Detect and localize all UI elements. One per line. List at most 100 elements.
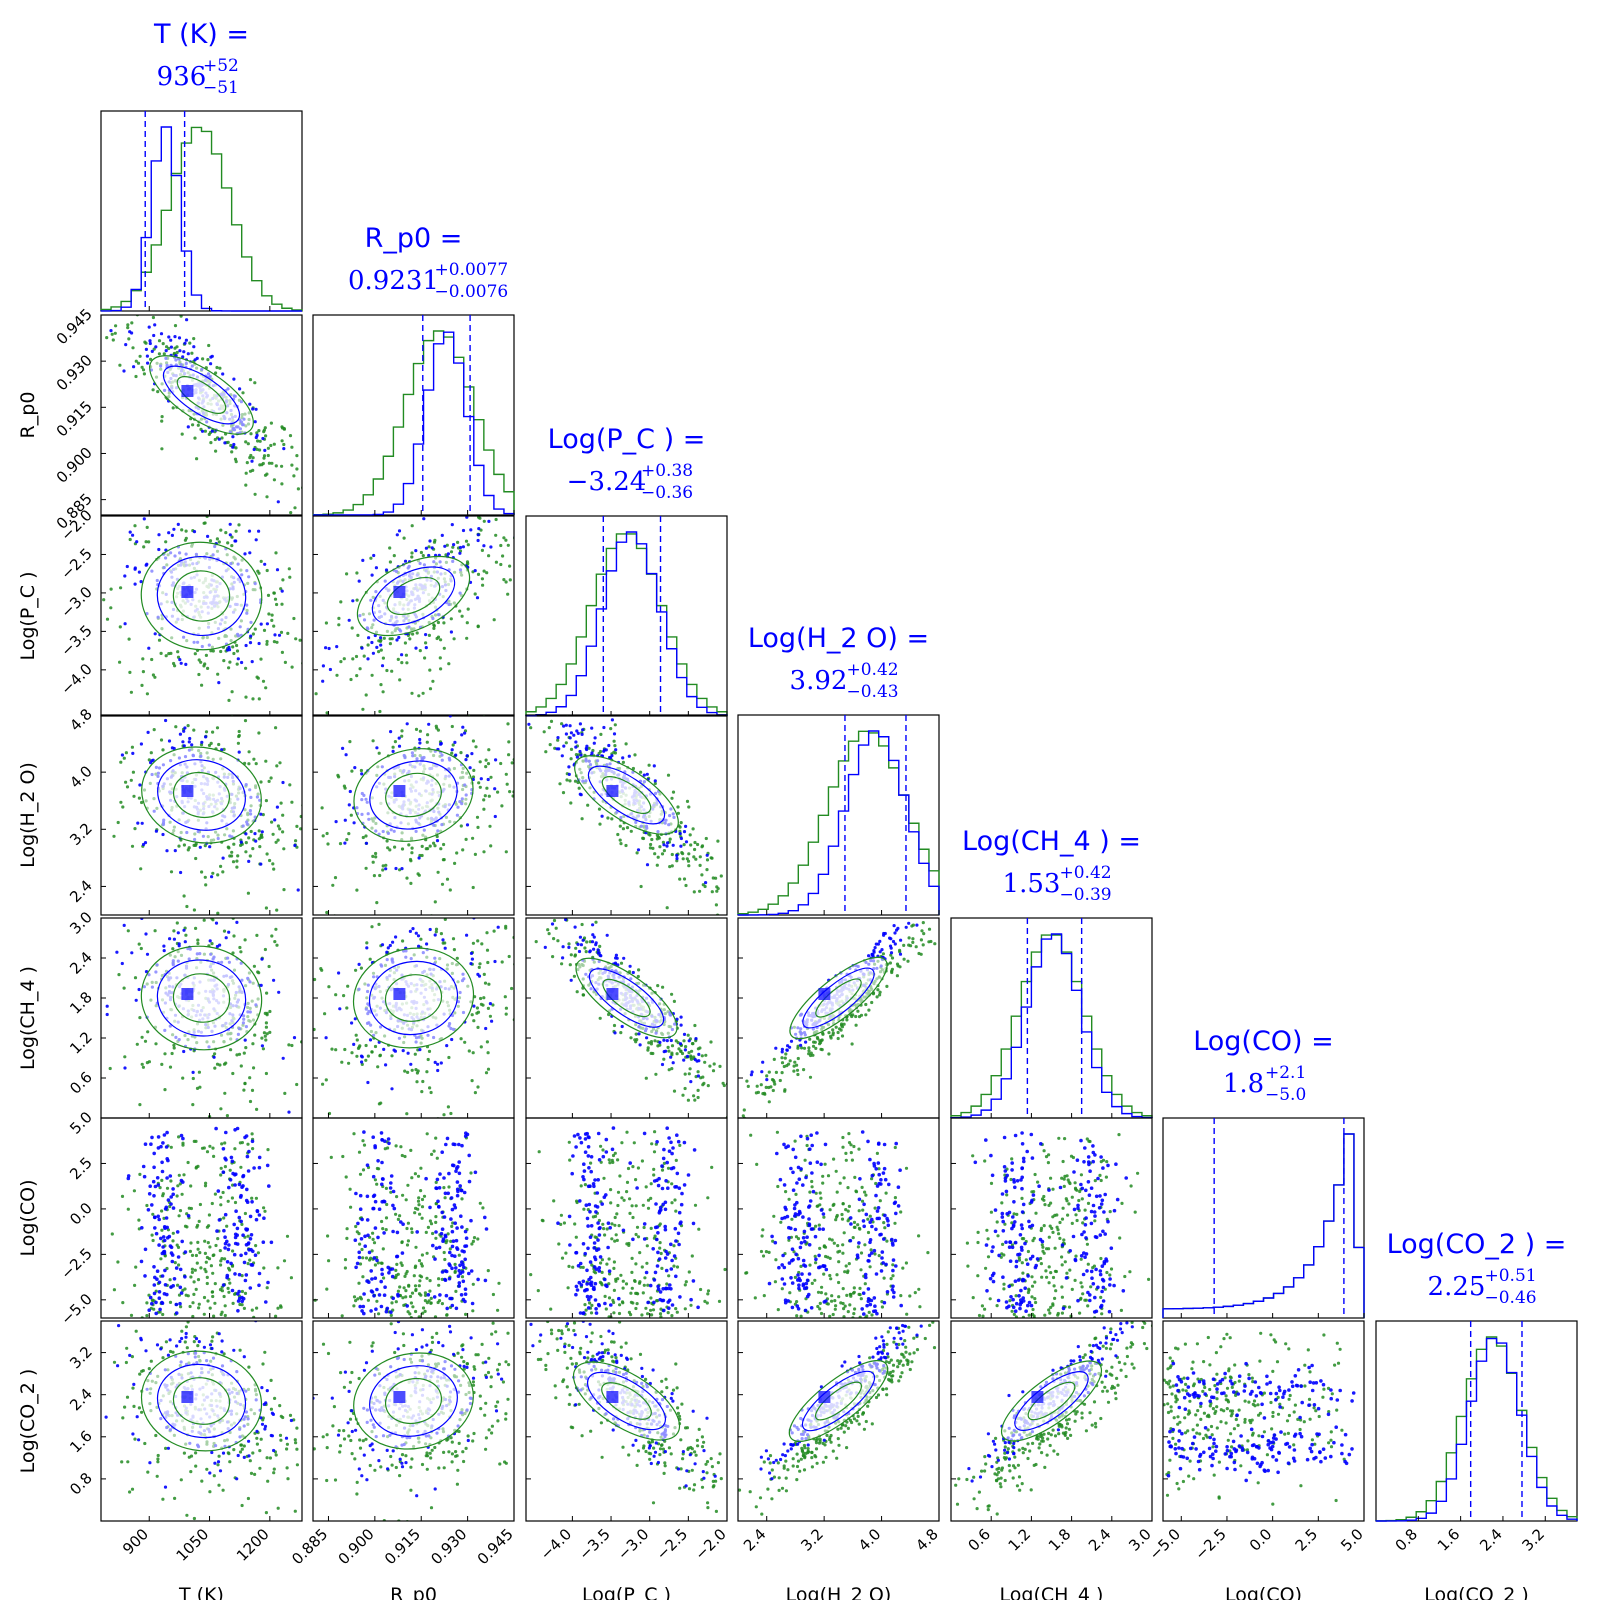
density-peak [393, 1391, 405, 1403]
lower-error-T: −51 [203, 78, 239, 98]
median-value-PC: −3.24 [567, 467, 647, 497]
scatter-panel-CO2-vs-PC [497, 1268, 762, 1541]
panel-title-CO: Log(CO) = [1193, 1026, 1334, 1057]
density-peak [181, 385, 193, 397]
x-tick-label: 1.2 [1005, 1525, 1035, 1555]
histogram-green-CO [1163, 1134, 1364, 1318]
density-peak [606, 1391, 618, 1403]
y-tick-label: −2.5 [57, 545, 95, 583]
scatter-points [241, 474, 558, 760]
x-tick-label: −2.5 [653, 1525, 691, 1563]
scatter-points [111, 1127, 293, 1320]
median-value-CH4: 1.53 [1003, 869, 1061, 899]
histogram-panel-H2O: Log(H_2 O) =3.92+0.42−0.43 [738, 623, 939, 915]
x-tick-label: 4.0 [855, 1525, 885, 1555]
x-tick-label: 1050 [173, 1525, 213, 1565]
density-peak [606, 785, 618, 797]
x-tick-label: 5.0 [1337, 1525, 1367, 1555]
scatter-points [1163, 1309, 1356, 1506]
panel-frame [1163, 1321, 1364, 1521]
scatter-panel-H2O-vs-Rp0 [287, 654, 584, 960]
panel-title-PC: Log(P_C ) = [548, 424, 706, 455]
scatter-panel-H2O-vs-PC [493, 661, 762, 936]
median-value-CO2: 2.25 [1428, 1272, 1486, 1302]
x-tick-label: 0.945 [474, 1525, 517, 1568]
y-tick-label: 0.945 [53, 305, 96, 348]
y-tick-label: 3.0 [66, 908, 96, 938]
scatter-points [497, 1268, 762, 1541]
upper-error-CO2: +0.51 [1485, 1266, 1537, 1286]
density-peak [818, 988, 830, 1000]
scatter-panel-CO-vs-H2O [738, 1118, 939, 1320]
x-axis-label-CO: Log(CO) [1225, 1584, 1302, 1600]
panel-frame [951, 1118, 1152, 1318]
histogram-green-PC [526, 534, 727, 716]
histogram-blue-T [101, 127, 302, 311]
x-axis-label-Rp0: R_p0 [390, 1584, 437, 1600]
density-peak [393, 586, 405, 598]
y-tick-label: 0.930 [53, 351, 96, 394]
x-tick-label: 1.6 [1434, 1525, 1464, 1555]
x-tick-label: −4.0 [537, 1525, 575, 1563]
lower-error-CO: −5.0 [1265, 1085, 1306, 1105]
median-value-CO: 1.8 [1223, 1069, 1264, 1099]
histogram-panel-CO: Log(CO) = 1.8+2.1−5.0 [1163, 1026, 1364, 1318]
x-tick-label: 1200 [233, 1525, 273, 1565]
x-axis-label-H2O: Log(H_2 O) [786, 1584, 892, 1600]
lower-error-H2O: −0.43 [847, 682, 899, 702]
x-tick-label: −3.5 [575, 1525, 613, 1563]
lower-error-CO2: −0.46 [1485, 1288, 1537, 1308]
panel-frame [526, 1118, 727, 1318]
histogram-panel-PC: Log(P_C ) =−3.24+0.38−0.36 [526, 424, 727, 716]
histogram-blue-CO [1163, 1134, 1364, 1318]
x-tick-label: −2.5 [1191, 1525, 1229, 1563]
y-tick-label: 4.0 [66, 762, 96, 792]
y-tick-label: −3.0 [57, 583, 95, 621]
x-tick-label: 0.6 [964, 1525, 994, 1555]
upper-error-CO: +2.1 [1265, 1063, 1306, 1083]
upper-error-Rp0: +0.0077 [435, 260, 509, 280]
histogram-panel-T: T (K) =936+52−51 [101, 19, 302, 311]
x-axis-label-CO2: Log(CO_2 ) [1424, 1584, 1529, 1600]
histogram-blue-CO2 [1376, 1339, 1577, 1521]
x-axis-label-PC: Log(P_C ) [582, 1584, 671, 1600]
histogram-green-T [101, 127, 302, 311]
y-tick-label: 0.915 [53, 397, 96, 440]
y-tick-label: 1.2 [66, 1028, 96, 1058]
histogram-panel-Rp0: R_p0 =0.9231+0.0077−0.0076 [313, 223, 514, 515]
scatter-points [287, 654, 584, 960]
histogram-blue-H2O [738, 731, 939, 915]
panel-frame [738, 1118, 939, 1318]
scatter-panel-CH4-vs-Rp0 [313, 877, 550, 1145]
x-tick-label: 2.5 [1292, 1525, 1322, 1555]
panel-frame [101, 111, 302, 311]
density-peak [606, 988, 618, 1000]
density-peak [181, 1391, 193, 1403]
y-tick-label: 0.0 [66, 1199, 96, 1229]
density-peak [818, 1391, 830, 1403]
lower-error-CH4: −0.39 [1060, 885, 1112, 905]
scatter-panel-H2O-vs-T [50, 684, 351, 929]
scatter-points [522, 1126, 743, 1318]
scatter-points [744, 1130, 929, 1319]
scatter-panel-CO2-vs-CO [1163, 1309, 1365, 1521]
scatter-points [518, 883, 754, 1124]
median-value-T: 936 [157, 62, 207, 92]
median-value-H2O: 3.92 [790, 666, 848, 696]
x-tick-label: −2.0 [691, 1525, 729, 1563]
y-tick-label: 2.4 [66, 877, 96, 907]
y-tick-label: 2.4 [66, 948, 96, 978]
scatter-panel-CO-vs-T [101, 1118, 302, 1320]
median-value-Rp0: 0.9231 [348, 266, 439, 296]
x-tick-label: 0.900 [335, 1525, 378, 1568]
density-peak [181, 785, 193, 797]
panel-frame [951, 918, 1152, 1118]
y-axis-label-H2O: Log(H_2 O) [17, 762, 39, 868]
y-tick-label: 3.2 [66, 1343, 96, 1373]
density-peak [181, 586, 193, 598]
panel-title-CH4: Log(CH_4 ) = [962, 826, 1141, 857]
x-tick-label: 0.885 [288, 1525, 331, 1568]
